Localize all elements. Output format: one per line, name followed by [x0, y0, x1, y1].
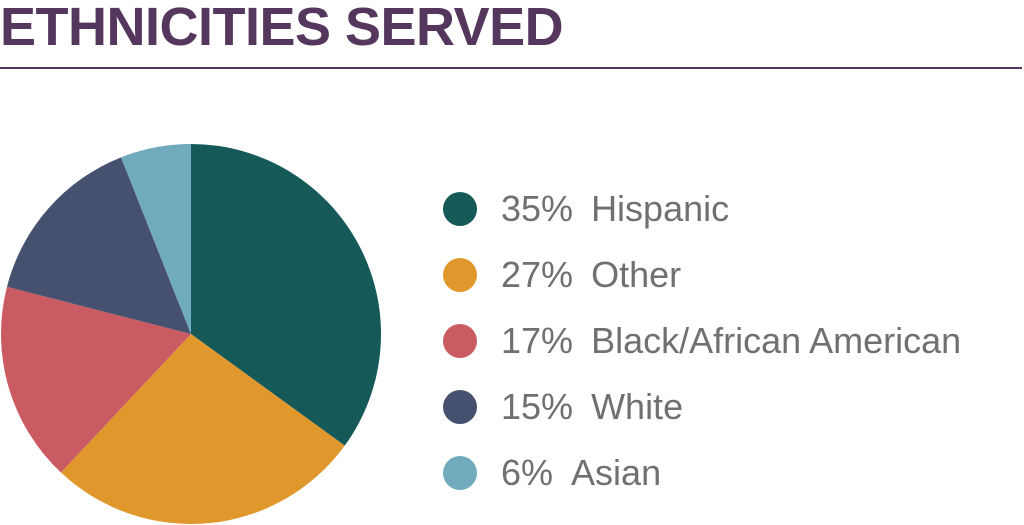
- legend-label: Hispanic: [591, 188, 730, 229]
- legend: 35% Hispanic 27% Other 17% Black/African…: [443, 176, 1023, 506]
- pie-slice-hispanic: [191, 144, 381, 446]
- legend-label: Other: [591, 254, 682, 295]
- pie-chart: [1, 144, 381, 524]
- title-divider: [0, 67, 1022, 69]
- legend-item-hispanic: 35% Hispanic: [443, 176, 1023, 242]
- legend-percent: 15%: [501, 386, 574, 427]
- legend-swatch: [443, 390, 477, 424]
- legend-swatch: [443, 324, 477, 358]
- legend-swatch: [443, 456, 477, 490]
- legend-item-asian: 6% Asian: [443, 440, 1023, 506]
- legend-swatch: [443, 192, 477, 226]
- legend-percent: 6%: [501, 452, 554, 493]
- legend-percent: 27%: [501, 254, 574, 295]
- pie-slice-black-african-american: [1, 286, 191, 473]
- legend-item-other: 27% Other: [443, 242, 1023, 308]
- chart-title: ETHNICITIES SERVED: [0, 0, 564, 57]
- pie-slice-white: [6, 157, 191, 334]
- legend-percent: 17%: [501, 320, 574, 361]
- legend-swatch: [443, 258, 477, 292]
- legend-label: Asian: [571, 452, 662, 493]
- legend-item-white: 15% White: [443, 374, 1023, 440]
- legend-label: Black/African American: [591, 320, 962, 361]
- pie-slice-other: [60, 334, 345, 524]
- pie-slice-asian: [121, 144, 191, 334]
- legend-item-black-african-american: 17% Black/African American: [443, 308, 1023, 374]
- legend-percent: 35%: [501, 188, 574, 229]
- legend-label: White: [591, 386, 684, 427]
